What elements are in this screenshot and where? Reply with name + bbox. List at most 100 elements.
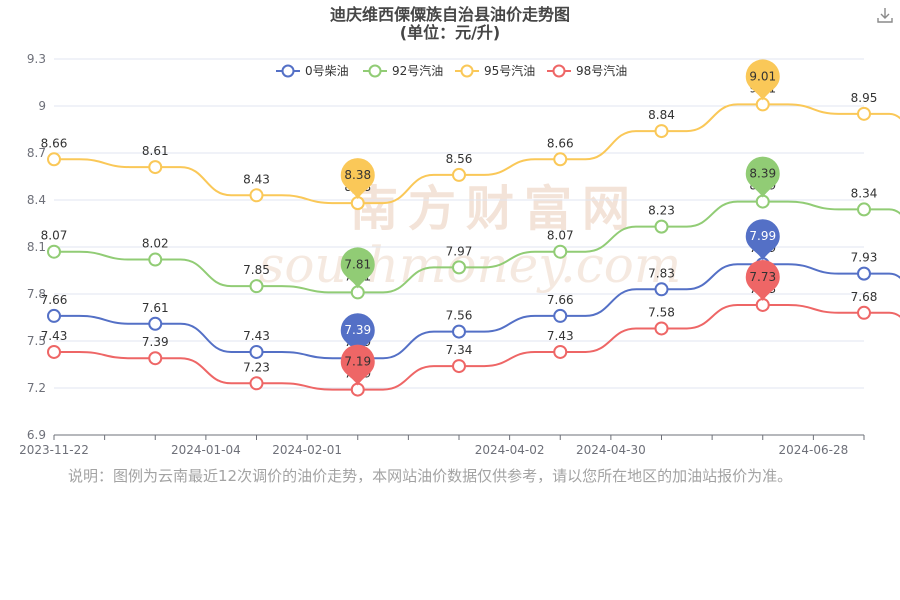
legend-item-1[interactable]: 92号汽油 [363, 63, 443, 78]
pin-label: 8.38 [344, 168, 371, 182]
download-icon[interactable] [876, 6, 894, 24]
pin-label: 7.99 [749, 229, 776, 243]
data-point[interactable] [47, 308, 61, 323]
data-label: 8.43 [243, 172, 270, 186]
pin-label: 7.73 [749, 270, 776, 284]
pin-label: 9.01 [749, 69, 776, 83]
data-label: 7.66 [41, 293, 68, 307]
x-tick-label: 2024-06-28 [779, 443, 849, 457]
min-pin [340, 158, 375, 200]
data-point[interactable] [452, 167, 466, 182]
data-point[interactable] [553, 152, 568, 167]
data-label: 7.43 [547, 329, 574, 343]
data-point[interactable] [857, 305, 871, 320]
watermark-text: southmoney.com [259, 236, 682, 294]
watermark-text-cn: 南方财富网 [350, 181, 640, 237]
data-point[interactable] [553, 344, 568, 359]
y-tick-label: 8.1 [27, 240, 46, 254]
data-point[interactable] [452, 260, 466, 275]
data-point[interactable] [857, 202, 871, 217]
y-tick-label: 7.8 [27, 287, 46, 301]
data-point[interactable] [47, 152, 61, 167]
x-tick-label: 2024-04-30 [576, 443, 646, 457]
data-label: 8.84 [648, 108, 675, 122]
data-label: 8.23 [648, 204, 675, 218]
y-tick-label: 6.9 [27, 428, 46, 442]
max-pin [745, 156, 780, 198]
data-label: 8.07 [547, 229, 574, 243]
series-lines [54, 103, 900, 391]
series-line-1 [54, 200, 900, 294]
data-label: 7.43 [41, 329, 68, 343]
data-point[interactable] [249, 376, 264, 391]
pin-label: 7.81 [344, 257, 371, 271]
data-label: 7.85 [243, 263, 270, 277]
legend-label: 95号汽油 [484, 63, 535, 78]
series-line-0 [54, 263, 900, 360]
data-label: 7.23 [243, 360, 270, 374]
data-point[interactable] [654, 321, 669, 336]
pin-label: 7.19 [344, 355, 371, 369]
data-point[interactable] [553, 308, 568, 323]
legend-item-0[interactable]: 0号柴油 [276, 64, 349, 78]
legend-marker [281, 64, 295, 78]
min-pin [340, 344, 375, 386]
legend-marker [552, 64, 566, 78]
data-point[interactable] [857, 106, 871, 121]
data-label: 7.56 [446, 309, 473, 323]
data-point[interactable] [654, 219, 669, 234]
y-tick-label: 7.2 [27, 381, 46, 395]
data-point[interactable] [47, 244, 61, 259]
data-label: 7.61 [142, 301, 169, 315]
data-point[interactable] [654, 124, 669, 139]
legend-label: 98号汽油 [576, 63, 627, 78]
data-point[interactable] [148, 316, 163, 331]
data-point[interactable] [553, 244, 568, 259]
data-label: 8.56 [446, 152, 473, 166]
chart-title: 迪庆维西傈僳族自治县油价走势图 [329, 5, 570, 24]
data-label: 8.34 [851, 186, 878, 200]
data-label: 7.43 [243, 329, 270, 343]
max-pin [745, 219, 780, 261]
legend-label: 0号柴油 [305, 64, 349, 78]
data-point[interactable] [148, 351, 163, 366]
y-tick-label: 8.4 [27, 193, 46, 207]
chart-subtitle: (单位：元/升) [399, 23, 501, 42]
y-tick-label: 9.3 [27, 52, 46, 66]
data-point[interactable] [654, 282, 669, 297]
data-label: 7.39 [142, 335, 169, 349]
legend-item-2[interactable]: 95号汽油 [455, 63, 535, 78]
max-pin [745, 59, 780, 101]
data-point[interactable] [452, 324, 466, 339]
data-point[interactable] [249, 344, 264, 359]
x-tick-label: 2024-01-04 [171, 443, 241, 457]
data-label: 7.34 [446, 343, 473, 357]
legend-item-3[interactable]: 98号汽油 [547, 63, 627, 78]
min-pin [340, 247, 375, 289]
data-point[interactable] [857, 266, 871, 281]
data-label: 7.97 [446, 244, 473, 258]
data-point[interactable] [148, 252, 163, 267]
x-tick-label: 2024-02-01 [272, 443, 342, 457]
data-label: 8.61 [142, 144, 169, 158]
data-label: 8.95 [851, 91, 878, 105]
data-point[interactable] [47, 344, 61, 359]
footnote: 说明：图例为云南最近12次调价的油价走势，本网站油价数据仅供参考，请以您所在地区… [68, 467, 793, 485]
data-label: 7.58 [648, 305, 675, 319]
max-pin [745, 259, 780, 301]
data-point[interactable] [249, 188, 264, 203]
min-pin [340, 313, 375, 355]
pin-label: 7.39 [344, 323, 371, 337]
data-point[interactable] [249, 279, 264, 294]
data-point[interactable] [148, 160, 163, 175]
legend-marker [368, 64, 382, 78]
data-label: 8.66 [547, 136, 574, 150]
pin-label: 8.39 [749, 167, 776, 181]
data-point[interactable] [452, 359, 466, 374]
legend: 0号柴油 92号汽油 95号汽油 98号汽油 [276, 63, 627, 78]
x-tick-label: 2023-11-22 [19, 443, 89, 457]
data-label: 7.68 [851, 290, 878, 304]
data-label: 7.66 [547, 293, 574, 307]
